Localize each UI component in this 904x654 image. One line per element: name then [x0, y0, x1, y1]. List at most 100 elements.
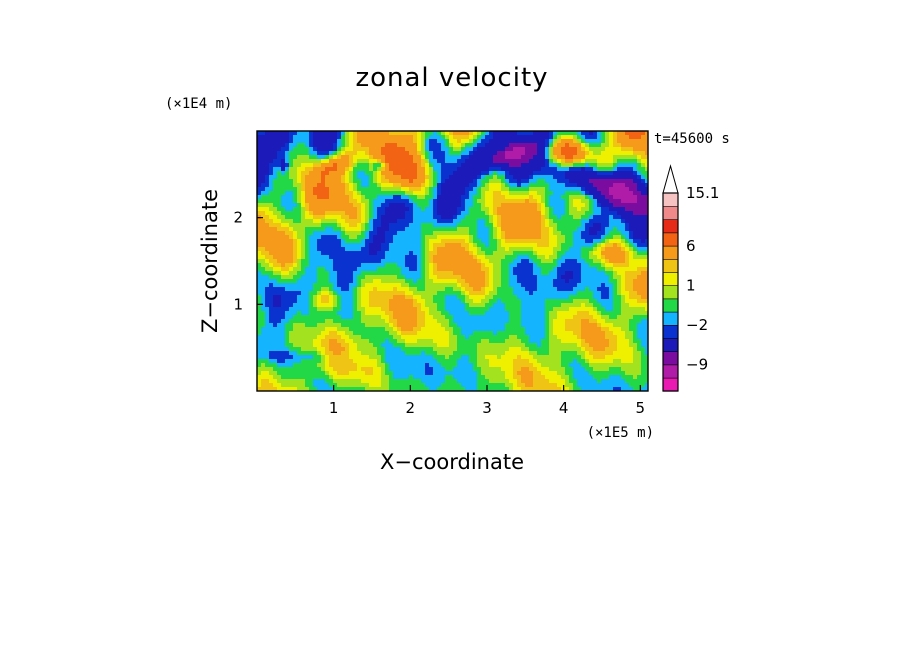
field-cell	[645, 183, 648, 188]
field-cell	[321, 331, 326, 336]
field-cell	[421, 251, 426, 256]
field-cell	[341, 191, 346, 196]
field-cell	[377, 287, 382, 292]
field-cell	[413, 203, 418, 208]
field-cell	[289, 211, 294, 216]
field-cell	[269, 131, 274, 136]
field-cell	[633, 139, 638, 144]
field-cell	[569, 195, 574, 200]
field-cell	[513, 175, 518, 180]
field-cell	[261, 171, 266, 176]
field-cell	[357, 167, 362, 172]
field-cell	[617, 291, 622, 296]
field-cell	[269, 135, 274, 140]
field-cell	[621, 235, 626, 240]
field-cell	[605, 299, 610, 304]
field-cell	[545, 147, 550, 152]
field-cell	[553, 307, 558, 312]
field-cell	[561, 163, 566, 168]
field-cell	[609, 303, 614, 308]
field-cell	[333, 163, 338, 168]
field-cell	[429, 215, 434, 220]
field-cell	[293, 215, 298, 220]
field-cell	[501, 171, 506, 176]
field-cell	[509, 311, 514, 316]
field-cell	[585, 143, 590, 148]
field-cell	[341, 323, 346, 328]
field-cell	[313, 247, 318, 252]
field-cell	[449, 283, 454, 288]
field-cell	[573, 243, 578, 248]
field-cell	[545, 287, 550, 292]
field-cell	[409, 175, 414, 180]
field-cell	[577, 291, 582, 296]
field-cell	[573, 135, 578, 140]
field-cell	[461, 219, 466, 224]
field-cell	[281, 311, 286, 316]
field-cell	[497, 183, 502, 188]
field-cell	[305, 275, 310, 280]
field-cell	[441, 219, 446, 224]
field-cell	[565, 195, 570, 200]
field-cell	[385, 239, 390, 244]
field-cell	[541, 315, 546, 320]
field-cell	[477, 287, 482, 292]
field-cell	[493, 327, 498, 332]
field-cell	[301, 139, 306, 144]
field-cell	[641, 151, 646, 156]
field-cell	[445, 175, 450, 180]
field-cell	[489, 227, 494, 232]
field-cell	[409, 227, 414, 232]
field-cell	[589, 167, 594, 172]
field-cell	[557, 163, 562, 168]
field-cell	[277, 311, 282, 316]
field-cell	[437, 283, 442, 288]
field-cell	[621, 307, 626, 312]
field-cell	[633, 251, 638, 256]
field-cell	[425, 271, 430, 276]
field-cell	[309, 135, 314, 140]
field-cell	[289, 235, 294, 240]
field-cell	[513, 327, 518, 332]
field-cell	[309, 243, 314, 248]
field-cell	[297, 291, 302, 296]
field-cell	[321, 143, 326, 148]
field-cell	[337, 239, 342, 244]
field-cell	[501, 215, 506, 220]
field-cell	[545, 295, 550, 300]
field-cell	[561, 147, 566, 152]
field-cell	[581, 235, 586, 240]
field-cell	[549, 231, 554, 236]
field-cell	[313, 143, 318, 148]
field-cell	[441, 315, 446, 320]
field-cell	[561, 139, 566, 144]
field-cell	[573, 183, 578, 188]
field-cell	[457, 303, 462, 308]
field-cell	[389, 199, 394, 204]
field-cell	[477, 211, 482, 216]
field-cell	[597, 311, 602, 316]
field-cell	[645, 235, 648, 240]
field-cell	[341, 275, 346, 280]
field-cell	[641, 179, 646, 184]
field-cell	[645, 139, 648, 144]
field-cell	[505, 271, 510, 276]
field-cell	[313, 155, 318, 160]
field-cell	[541, 259, 546, 264]
field-cell	[565, 323, 570, 328]
field-cell	[645, 295, 648, 300]
field-cell	[549, 319, 554, 324]
field-cell	[553, 275, 558, 280]
field-cell	[285, 307, 290, 312]
field-cell	[273, 219, 278, 224]
field-cell	[469, 151, 474, 156]
field-cell	[349, 207, 354, 212]
field-cell	[497, 139, 502, 144]
field-cell	[581, 151, 586, 156]
field-cell	[597, 203, 602, 208]
field-cell	[265, 247, 270, 252]
field-cell	[597, 263, 602, 268]
field-cell	[453, 179, 458, 184]
field-cell	[357, 195, 362, 200]
field-cell	[461, 187, 466, 192]
